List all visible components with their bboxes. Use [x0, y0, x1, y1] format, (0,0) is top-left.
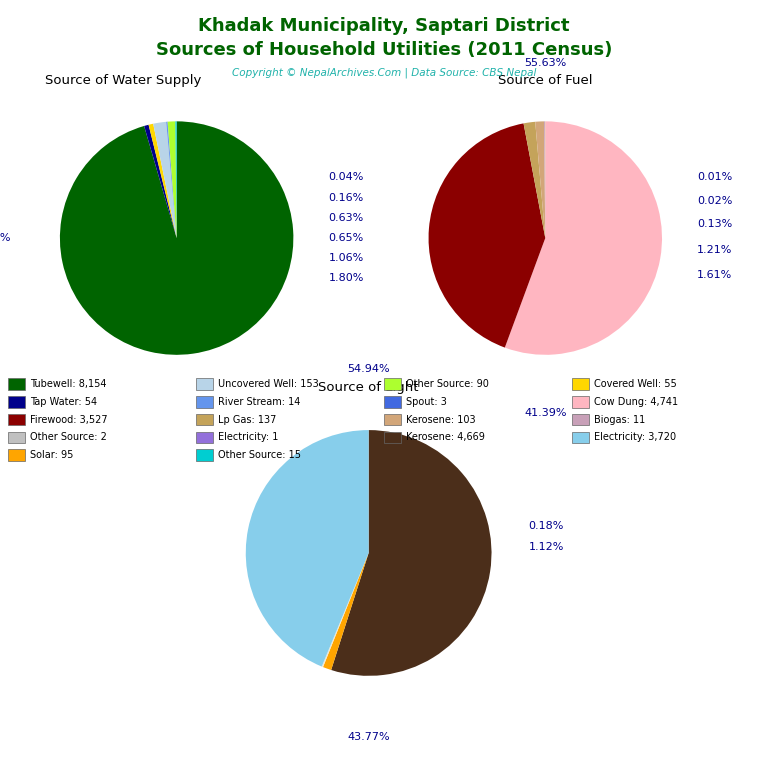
Title: Source of Light: Source of Light: [319, 381, 419, 394]
FancyBboxPatch shape: [384, 414, 401, 425]
Text: 1.06%: 1.06%: [329, 253, 363, 263]
FancyBboxPatch shape: [384, 432, 401, 443]
Text: Khadak Municipality, Saptari District: Khadak Municipality, Saptari District: [198, 17, 570, 35]
Text: 95.67%: 95.67%: [0, 233, 11, 243]
Wedge shape: [429, 124, 545, 348]
FancyBboxPatch shape: [8, 396, 25, 408]
Wedge shape: [246, 430, 369, 667]
FancyBboxPatch shape: [196, 379, 213, 390]
Text: Electricity: 1: Electricity: 1: [218, 432, 279, 442]
Text: Kerosene: 103: Kerosene: 103: [406, 415, 476, 425]
Wedge shape: [148, 124, 177, 238]
Text: Other Source: 15: Other Source: 15: [218, 450, 301, 460]
Text: Source of Water Supply: Source of Water Supply: [45, 74, 202, 87]
Text: Uncovered Well: 153: Uncovered Well: 153: [218, 379, 319, 389]
FancyBboxPatch shape: [572, 432, 589, 443]
FancyBboxPatch shape: [8, 432, 25, 443]
Text: River Stream: 14: River Stream: 14: [218, 397, 300, 407]
Text: 1.21%: 1.21%: [697, 245, 733, 255]
Text: Copyright © NepalArchives.Com | Data Source: CBS Nepal: Copyright © NepalArchives.Com | Data Sou…: [232, 68, 536, 78]
FancyBboxPatch shape: [8, 449, 25, 461]
Text: Tap Water: 54: Tap Water: 54: [30, 397, 97, 407]
Wedge shape: [322, 553, 369, 667]
FancyBboxPatch shape: [8, 414, 25, 425]
Wedge shape: [524, 122, 545, 238]
Text: Other Source: 90: Other Source: 90: [406, 379, 489, 389]
Text: 43.77%: 43.77%: [347, 732, 390, 743]
Wedge shape: [153, 122, 177, 238]
FancyBboxPatch shape: [572, 396, 589, 408]
Text: Covered Well: 55: Covered Well: 55: [594, 379, 677, 389]
Text: Firewood: 3,527: Firewood: 3,527: [30, 415, 108, 425]
Wedge shape: [167, 121, 177, 238]
FancyBboxPatch shape: [572, 414, 589, 425]
FancyBboxPatch shape: [384, 379, 401, 390]
Text: 1.12%: 1.12%: [528, 541, 564, 552]
Text: Electricity: 3,720: Electricity: 3,720: [594, 432, 677, 442]
Wedge shape: [144, 124, 177, 238]
Text: 0.04%: 0.04%: [329, 172, 364, 182]
FancyBboxPatch shape: [8, 379, 25, 390]
Text: Cow Dung: 4,741: Cow Dung: 4,741: [594, 397, 679, 407]
Text: 54.94%: 54.94%: [347, 363, 390, 374]
Wedge shape: [60, 121, 293, 355]
Text: 41.39%: 41.39%: [524, 408, 567, 419]
Text: Other Source: 2: Other Source: 2: [30, 432, 107, 442]
Text: 0.65%: 0.65%: [329, 233, 363, 243]
Text: 0.01%: 0.01%: [697, 172, 732, 182]
FancyBboxPatch shape: [384, 396, 401, 408]
Text: 1.80%: 1.80%: [329, 273, 364, 283]
Title: Source of Fuel: Source of Fuel: [498, 74, 593, 87]
Text: Biogas: 11: Biogas: 11: [594, 415, 646, 425]
Wedge shape: [544, 121, 545, 238]
Wedge shape: [175, 121, 177, 238]
Text: Solar: 95: Solar: 95: [30, 450, 73, 460]
Text: Spout: 3: Spout: 3: [406, 397, 447, 407]
FancyBboxPatch shape: [572, 379, 589, 390]
Wedge shape: [166, 121, 177, 238]
Text: 0.02%: 0.02%: [697, 196, 733, 206]
Text: Sources of Household Utilities (2011 Census): Sources of Household Utilities (2011 Cen…: [156, 41, 612, 58]
Text: 55.63%: 55.63%: [524, 58, 567, 68]
Wedge shape: [331, 430, 492, 676]
Wedge shape: [323, 553, 369, 670]
FancyBboxPatch shape: [196, 414, 213, 425]
FancyBboxPatch shape: [196, 396, 213, 408]
Text: 0.63%: 0.63%: [329, 214, 363, 223]
Text: Kerosene: 4,669: Kerosene: 4,669: [406, 432, 485, 442]
Wedge shape: [167, 121, 177, 238]
Text: Lp Gas: 137: Lp Gas: 137: [218, 415, 276, 425]
Text: 0.16%: 0.16%: [329, 194, 363, 204]
Wedge shape: [535, 121, 545, 238]
FancyBboxPatch shape: [196, 449, 213, 461]
Text: 0.18%: 0.18%: [528, 521, 564, 531]
Text: 1.61%: 1.61%: [697, 270, 732, 280]
Wedge shape: [505, 121, 662, 355]
Text: 0.13%: 0.13%: [697, 219, 732, 229]
FancyBboxPatch shape: [196, 432, 213, 443]
Text: Tubewell: 8,154: Tubewell: 8,154: [30, 379, 107, 389]
